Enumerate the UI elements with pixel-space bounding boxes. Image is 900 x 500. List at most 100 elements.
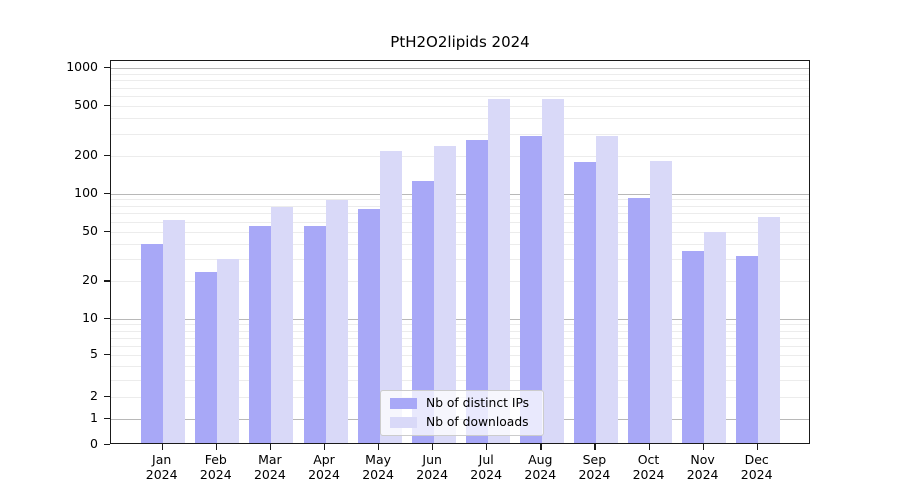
bar-distinct-ips [249, 226, 272, 443]
bar-downloads [217, 259, 240, 443]
x-tick-label: Sep 2024 [559, 452, 629, 482]
x-tick [161, 444, 163, 450]
x-label-year: 2024 [362, 467, 394, 482]
y-tick-label: 1000 [66, 59, 98, 74]
bar-distinct-ips [465, 139, 488, 443]
bar-distinct-ips [141, 244, 164, 443]
x-tick [486, 444, 488, 450]
y-tick [104, 317, 110, 320]
y-tick-label: 50 [82, 222, 98, 238]
x-label-year: 2024 [470, 467, 503, 482]
x-label-year: 2024 [578, 467, 611, 482]
bar-distinct-ips [357, 208, 380, 443]
x-label-month: Aug [528, 452, 553, 467]
x-label-year: 2024 [740, 467, 773, 482]
x-tick [540, 444, 542, 450]
legend-swatch-downloads [390, 417, 417, 428]
x-label-year: 2024 [199, 467, 232, 482]
minor-gridline [111, 205, 809, 207]
minor-gridline [111, 345, 809, 347]
x-label-month: May [365, 452, 392, 467]
legend-label-downloads: Nb of downloads [426, 415, 529, 429]
x-tick-label: Aug 2024 [505, 452, 575, 482]
bar-downloads [271, 206, 294, 443]
y-tick [104, 67, 110, 69]
x-label-month: Sep [582, 452, 607, 467]
chart-title: PtH2O2lipids 2024 [390, 33, 530, 51]
y-tick-label: 20 [82, 272, 98, 288]
minor-gridline [111, 199, 809, 201]
legend-swatch-distinct-ips [390, 398, 417, 409]
x-tick [432, 444, 434, 450]
x-label-month: Feb [204, 452, 227, 467]
bar-downloads [433, 146, 456, 443]
bar-distinct-ips [628, 198, 650, 443]
minor-gridline [111, 366, 809, 368]
major-gridline [111, 318, 809, 320]
x-label-month: Dec [744, 452, 769, 467]
minor-gridline [111, 213, 809, 215]
y-tick-label: 1 [90, 409, 98, 425]
x-tick [269, 444, 272, 450]
x-tick [594, 444, 596, 450]
x-tick-label: Dec 2024 [722, 452, 792, 482]
minor-gridline [111, 281, 809, 283]
y-tick [104, 154, 110, 157]
x-tick-label: Mar 2024 [235, 452, 305, 482]
y-tick-label: 5 [90, 346, 98, 362]
x-label-month: Mar [258, 452, 282, 467]
major-gridline [111, 193, 809, 195]
y-tick-label: 500 [74, 96, 98, 112]
minor-gridline [111, 133, 809, 135]
x-label-year: 2024 [524, 467, 557, 482]
x-label-month: Jan [152, 452, 172, 467]
bar-distinct-ips [736, 255, 759, 443]
bar-distinct-ips [519, 135, 542, 443]
bar-downloads [595, 135, 618, 443]
x-label-year: 2024 [686, 467, 719, 482]
x-tick [215, 444, 218, 450]
legend-item-downloads: Nb of downloads [390, 415, 534, 430]
x-tick-label: Apr 2024 [289, 452, 359, 482]
minor-gridline [111, 379, 809, 381]
x-tick-label: Jan 2024 [127, 452, 197, 482]
bar-downloads [487, 99, 510, 443]
x-tick-label: May 2024 [343, 452, 413, 482]
x-label-month: Jul [478, 452, 494, 467]
legend-label-distinct-ips: Nb of distinct IPs [426, 396, 530, 410]
minor-gridline [111, 330, 809, 332]
x-tick-label: Feb 2024 [181, 452, 251, 482]
bar-distinct-ips [303, 226, 326, 443]
y-tick-label: 10 [82, 309, 98, 325]
x-label-month: Oct [637, 452, 660, 467]
y-tick [104, 354, 110, 356]
bar-distinct-ips [682, 250, 705, 443]
y-tick [104, 395, 110, 398]
legend-item-distinct-ips: Nb of distinct IPs [390, 396, 534, 411]
x-tick [702, 444, 704, 450]
minor-gridline [111, 105, 809, 107]
x-tick [756, 444, 758, 450]
bar-distinct-ips [195, 271, 218, 443]
x-label-year: 2024 [416, 467, 449, 482]
bar-downloads [758, 216, 781, 443]
bar-downloads [704, 231, 727, 443]
y-tick [104, 192, 110, 194]
minor-gridline [111, 87, 809, 89]
minor-gridline [111, 337, 809, 339]
minor-gridline [111, 243, 809, 245]
minor-gridline [111, 155, 809, 157]
bar-downloads [163, 220, 186, 443]
minor-gridline [111, 259, 809, 261]
y-tick-label: 0 [90, 436, 98, 451]
minor-gridline [111, 355, 809, 357]
x-tick [378, 444, 380, 450]
x-tick [648, 444, 650, 450]
y-tick [104, 230, 110, 232]
x-label-year: 2024 [632, 467, 665, 482]
bar-downloads [541, 99, 564, 443]
x-tick-label: Jul 2024 [451, 452, 521, 482]
x-tick-label: Jun 2024 [397, 452, 467, 482]
y-tick [104, 444, 110, 446]
